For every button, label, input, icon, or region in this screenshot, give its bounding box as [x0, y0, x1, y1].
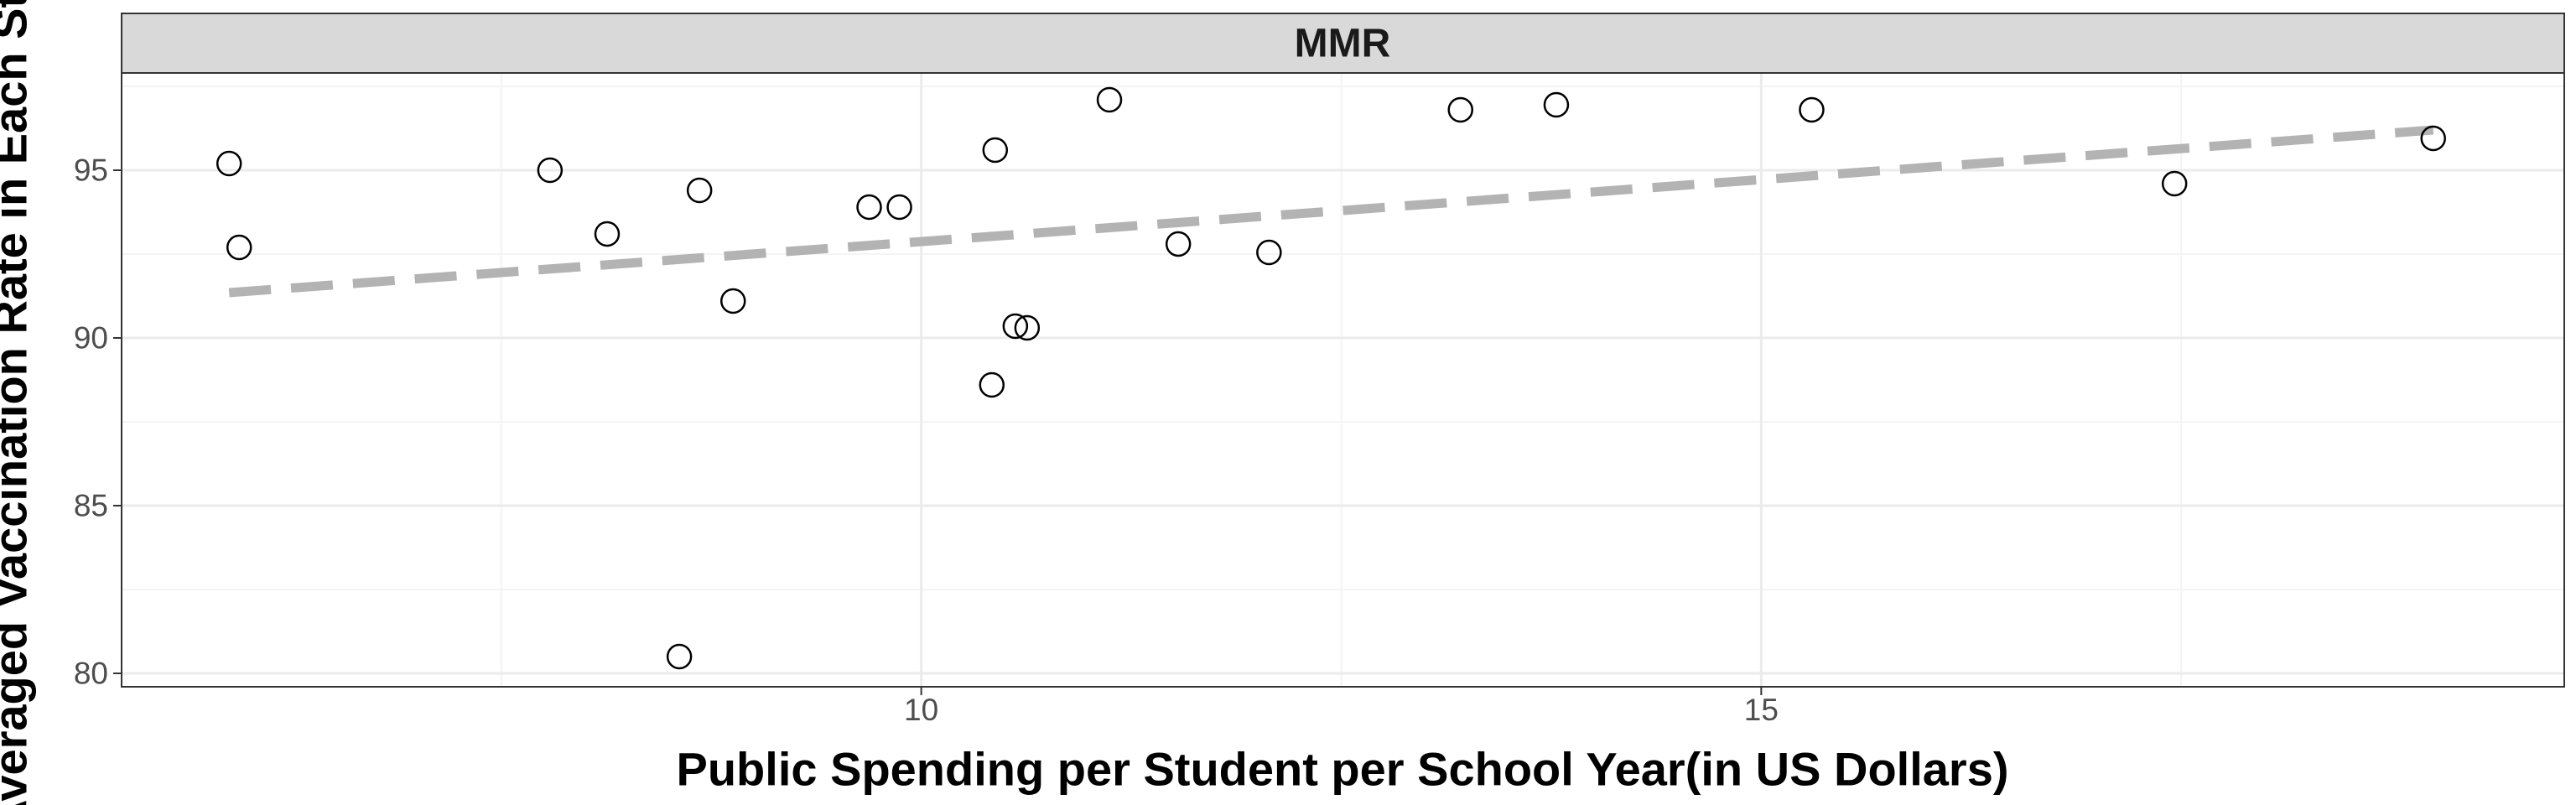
y-tick-label: 85 — [74, 489, 108, 523]
data-point — [1447, 96, 1473, 123]
x-axis-title: Public Spending per Student per School Y… — [677, 743, 2009, 796]
data-point — [982, 137, 1009, 164]
major-gridlines — [122, 73, 2564, 687]
facet-strip — [121, 13, 2565, 74]
y-tick-label: 90 — [74, 321, 108, 356]
data-point — [1799, 96, 1825, 123]
data-point — [1096, 86, 1123, 113]
y-tick-label: 80 — [74, 657, 108, 691]
facet-label: MMR — [1295, 22, 1391, 66]
data-point — [226, 234, 252, 261]
data-point — [594, 221, 621, 247]
trend-line — [228, 125, 2434, 298]
data-point — [216, 150, 242, 177]
data-point — [666, 643, 693, 670]
x-tick-label: 10 — [904, 693, 938, 727]
data-point — [686, 177, 713, 204]
data-point — [1002, 313, 1029, 340]
data-point — [1014, 314, 1041, 341]
data-point — [720, 288, 746, 314]
x-tick-label: 15 — [1744, 693, 1779, 727]
data-point — [1165, 231, 1192, 257]
points-layer — [216, 86, 2446, 670]
y-axis: 80 85 90 95 — [74, 153, 122, 691]
data-point — [856, 194, 882, 221]
data-point — [1543, 91, 1570, 118]
data-point — [2161, 170, 2188, 197]
data-point — [886, 194, 912, 221]
x-axis: 10 15 — [904, 687, 1779, 727]
data-point — [979, 371, 1005, 398]
minor-gridlines — [122, 73, 2564, 687]
trend-line-layer — [228, 125, 2434, 298]
y-axis-title: Averaged Vaccination Rate in Each State — [0, 0, 37, 805]
y-tick-label: 95 — [74, 153, 108, 188]
panel-border — [121, 72, 2565, 688]
data-point — [1256, 239, 1282, 266]
data-point — [537, 157, 564, 184]
data-point — [2420, 125, 2446, 152]
